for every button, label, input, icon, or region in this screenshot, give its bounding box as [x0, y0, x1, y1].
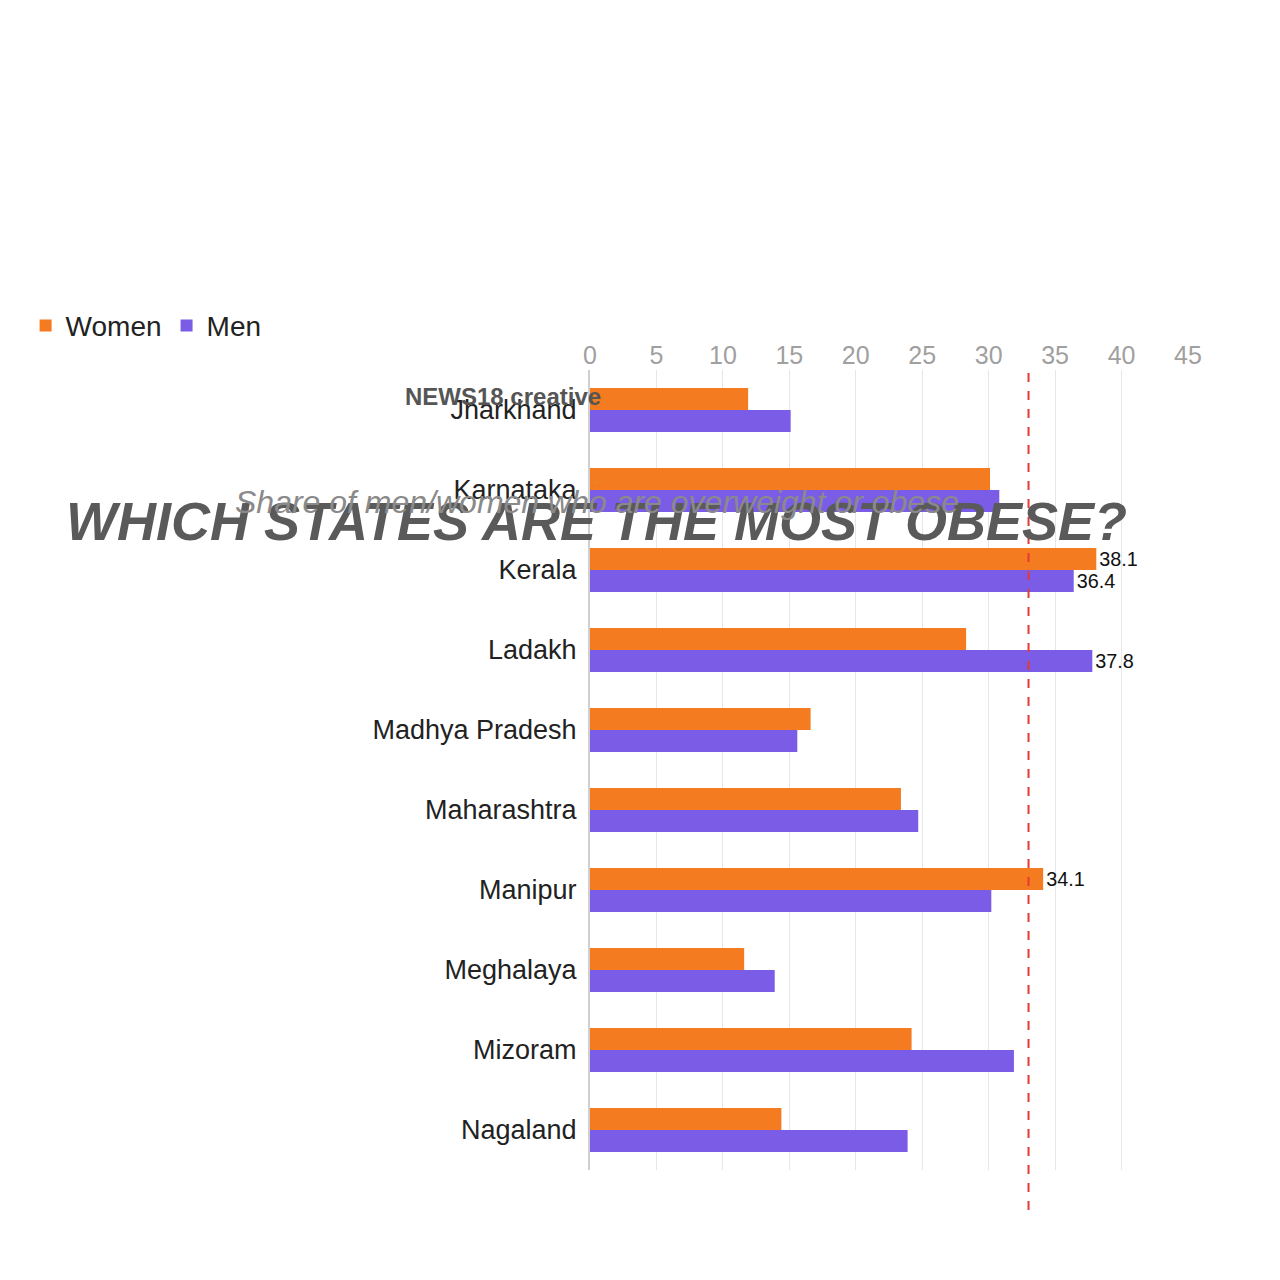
- svg-text:5: 5: [649, 341, 663, 369]
- svg-text:Jharkhand: Jharkhand: [451, 395, 577, 425]
- svg-text:34.1: 34.1: [1046, 868, 1085, 890]
- svg-text:Meghalaya: Meghalaya: [445, 955, 578, 985]
- svg-text:Women: Women: [66, 311, 162, 342]
- svg-text:38.1: 38.1: [1099, 548, 1138, 570]
- svg-text:35: 35: [1041, 341, 1069, 369]
- svg-text:NEWS18 creative: NEWS18 creative: [405, 383, 601, 410]
- svg-text:Karnataka: Karnataka: [454, 475, 578, 505]
- svg-text:Kerala: Kerala: [499, 555, 578, 585]
- svg-text:Ladakh: Ladakh: [488, 635, 577, 665]
- svg-text:Maharashtra: Maharashtra: [425, 795, 578, 825]
- svg-text:0: 0: [583, 341, 597, 369]
- svg-text:30: 30: [975, 341, 1003, 369]
- svg-text:WHICH STATES ARE THE MOST OBES: WHICH STATES ARE THE MOST OBESE?: [66, 491, 1127, 551]
- svg-text:Nagaland: Nagaland: [461, 1115, 577, 1145]
- svg-text:Manipur: Manipur: [479, 875, 577, 905]
- svg-text:37.8: 37.8: [1095, 650, 1134, 672]
- svg-text:Share of men/women who are ove: Share of men/women who are overweight or…: [235, 484, 959, 520]
- svg-text:10: 10: [709, 341, 737, 369]
- svg-text:Men: Men: [207, 311, 261, 342]
- svg-text:Madhya Pradesh: Madhya Pradesh: [372, 715, 576, 745]
- svg-text:15: 15: [775, 341, 803, 369]
- svg-text:40: 40: [1108, 341, 1136, 369]
- svg-text:36.4: 36.4: [1077, 570, 1116, 592]
- svg-text:45: 45: [1174, 341, 1202, 369]
- svg-text:Mizoram: Mizoram: [473, 1035, 577, 1065]
- svg-text:25: 25: [908, 341, 936, 369]
- svg-text:20: 20: [842, 341, 870, 369]
